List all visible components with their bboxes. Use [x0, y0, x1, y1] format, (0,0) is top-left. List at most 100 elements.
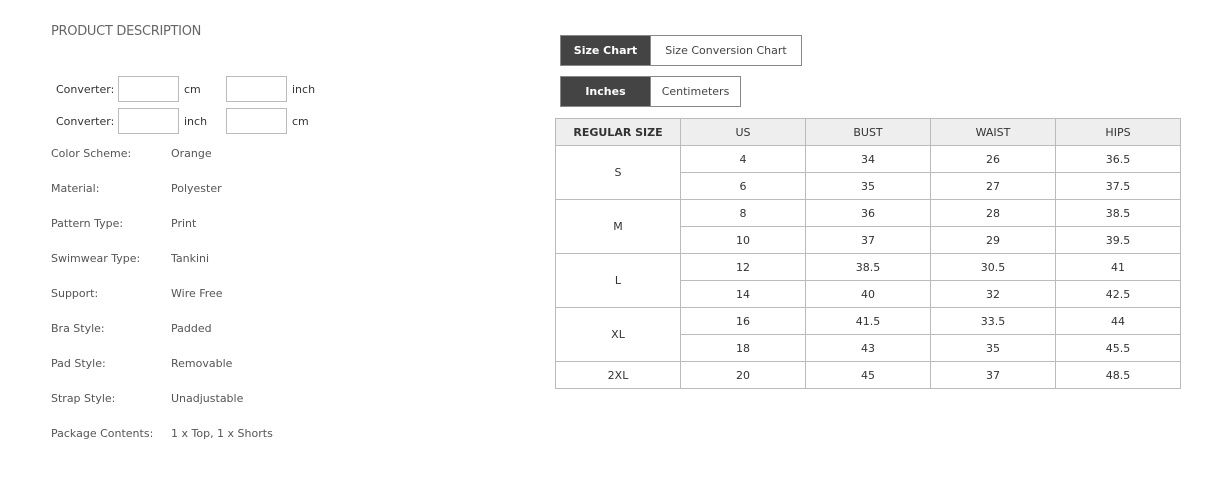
converter-inch-to-cm: Converter: inch cm: [56, 108, 309, 134]
measurement-cell: 48.5: [1055, 361, 1181, 389]
converter-label: Converter:: [56, 114, 115, 128]
attribute-key: Package Contents:: [51, 427, 154, 440]
converter-cm-to-inch: Converter: cm inch: [56, 76, 315, 102]
measurement-cell: 45: [805, 361, 931, 389]
measurement-cell: 35: [805, 172, 931, 200]
table-row: 2XL 20 45 37 48.5: [555, 361, 1181, 389]
table-row: XL 16 41.5 33.5 44: [555, 307, 1181, 362]
measurement-cell: 28: [930, 199, 1056, 227]
measurement-cell: 16: [680, 307, 806, 335]
measurement-cell: 6: [680, 172, 806, 200]
converter-label: Converter:: [56, 82, 115, 96]
attribute-key: Pattern Type:: [51, 217, 124, 230]
unit-label: cm: [292, 114, 309, 128]
attribute-value: Wire Free: [171, 287, 223, 300]
attribute-row: Strap Style: Unadjustable: [51, 392, 243, 405]
measurement-cell: 29: [930, 226, 1056, 254]
tab-size-chart[interactable]: Size Chart: [561, 36, 650, 65]
attribute-row: Color Scheme: Orange: [51, 147, 212, 160]
inch-input[interactable]: [118, 108, 179, 134]
table-row: L 12 38.5 30.5 41: [555, 253, 1181, 308]
measurement-cell: 44: [1055, 307, 1181, 335]
table-row: M 8 36 28 38.5: [555, 199, 1181, 254]
unit-label: inch: [184, 114, 208, 128]
measurement-cell: 40: [805, 280, 931, 308]
size-chart-table: REGULAR SIZE US BUST WAIST HIPS S 4 34 26 36.5 6 35…: [555, 118, 1181, 389]
column-header: US: [680, 118, 806, 146]
measurement-cell: 37.5: [1055, 172, 1181, 200]
unit-tabs: Inches Centimeters: [560, 76, 741, 107]
measurement-cell: 20: [680, 361, 806, 389]
measurement-cell: 36.5: [1055, 145, 1181, 173]
unit-label: inch: [292, 82, 316, 96]
table-row: 10 37 29 39.5: [556, 226, 1181, 254]
attribute-row: Support: Wire Free: [51, 287, 223, 300]
measurement-cell: 37: [930, 361, 1056, 389]
attribute-key: Support:: [51, 287, 99, 300]
measurement-cell: 18: [680, 334, 806, 362]
attribute-key: Bra Style:: [51, 322, 105, 335]
measurement-cell: 39.5: [1055, 226, 1181, 254]
measurement-cell: 33.5: [930, 307, 1056, 335]
attribute-row: Package Contents: 1 x Top, 1 x Shorts: [51, 427, 273, 440]
attribute-value: Padded: [171, 322, 212, 335]
table-row: S 4 34 26 36.5: [555, 145, 1181, 200]
inch-output[interactable]: [226, 76, 287, 102]
attribute-row: Pattern Type: Print: [51, 217, 196, 230]
measurement-cell: 36: [805, 199, 931, 227]
attribute-key: Pad Style:: [51, 357, 106, 370]
column-header: HIPS: [1055, 118, 1181, 146]
attribute-row: Material: Polyester: [51, 182, 222, 195]
tab-size-conversion-chart[interactable]: Size Conversion Chart: [650, 36, 801, 65]
cm-input[interactable]: [118, 76, 179, 102]
attribute-value: 1 x Top, 1 x Shorts: [171, 427, 273, 440]
tab-inches[interactable]: Inches: [561, 77, 650, 106]
column-header: WAIST: [930, 118, 1056, 146]
attribute-row: Pad Style: Removable: [51, 357, 232, 370]
attribute-key: Swimwear Type:: [51, 252, 141, 265]
measurement-cell: 4: [680, 145, 806, 173]
attribute-value: Polyester: [171, 182, 222, 195]
column-header: REGULAR SIZE: [555, 118, 681, 146]
chart-tabs: Size Chart Size Conversion Chart: [560, 35, 802, 66]
measurement-cell: 42.5: [1055, 280, 1181, 308]
measurement-cell: 43: [805, 334, 931, 362]
attribute-row: Bra Style: Padded: [51, 322, 212, 335]
measurement-cell: 32: [930, 280, 1056, 308]
cm-output[interactable]: [226, 108, 287, 134]
attribute-value: Print: [171, 217, 197, 230]
attribute-key: Color Scheme:: [51, 147, 132, 160]
attribute-row: Swimwear Type: Tankini: [51, 252, 209, 265]
size-cell: L: [555, 253, 681, 308]
measurement-cell: 10: [680, 226, 806, 254]
attribute-key: Material:: [51, 182, 100, 195]
measurement-cell: 27: [930, 172, 1056, 200]
size-cell: S: [555, 145, 681, 200]
measurement-cell: 34: [805, 145, 931, 173]
attribute-key: Strap Style:: [51, 392, 116, 405]
measurement-cell: 30.5: [930, 253, 1056, 281]
table-row: 14 40 32 42.5: [556, 280, 1181, 308]
page-title: PRODUCT DESCRIPTION: [51, 24, 202, 39]
measurement-cell: 38.5: [1055, 199, 1181, 227]
measurement-cell: 8: [680, 199, 806, 227]
unit-label: cm: [184, 82, 201, 96]
size-cell: M: [555, 199, 681, 254]
size-cell: XL: [555, 307, 681, 362]
attribute-value: Removable: [171, 357, 233, 370]
tab-centimeters[interactable]: Centimeters: [650, 77, 740, 106]
measurement-cell: 41: [1055, 253, 1181, 281]
attribute-value: Unadjustable: [171, 392, 244, 405]
measurement-cell: 35: [930, 334, 1056, 362]
measurement-cell: 41.5: [805, 307, 931, 335]
measurement-cell: 14: [680, 280, 806, 308]
size-cell: 2XL: [555, 361, 681, 389]
measurement-cell: 38.5: [805, 253, 931, 281]
column-header: BUST: [805, 118, 931, 146]
attribute-value: Tankini: [171, 252, 210, 265]
measurement-cell: 45.5: [1055, 334, 1181, 362]
measurement-cell: 37: [805, 226, 931, 254]
measurement-cell: 26: [930, 145, 1056, 173]
measurement-cell: 12: [680, 253, 806, 281]
attribute-value: Orange: [171, 147, 212, 160]
